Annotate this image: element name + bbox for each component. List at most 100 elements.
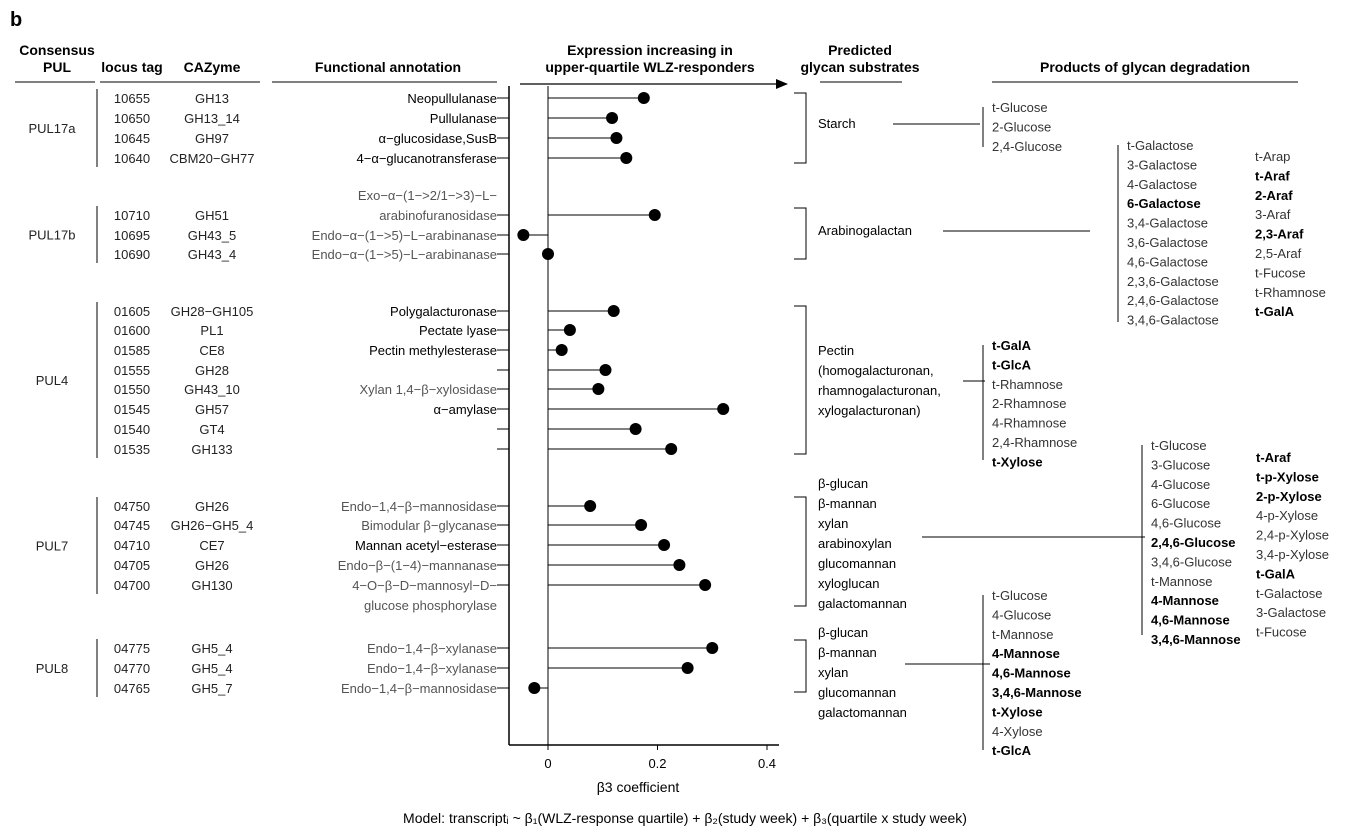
product-item: t-Rhamnose [1255,285,1326,300]
annotation-text: Exo−α−(1−>2/1−>3)−L− [358,188,497,203]
pul-label: PUL8 [36,661,69,676]
lollipop-point [658,539,671,551]
product-item: t-GalA [1256,566,1296,581]
panel-letter: b [10,9,22,31]
cazyme-label: CBM20−GH77 [170,151,255,166]
annotation-text: Pectin methylesterase [369,343,497,358]
cazyme-label: GH43_5 [188,228,236,243]
substrate-label: (homogalacturonan, [818,363,934,378]
annotation-text: Xylan 1,4−β−xylosidase [359,382,497,397]
product-item: 2,3-Araf [1255,227,1304,242]
product-item: 4,6-Glucose [1151,516,1221,531]
substrate-label: xylan [818,516,848,531]
pul-label: PUL7 [36,539,69,554]
cazyme-label: GH28 [195,363,229,378]
product-item: 4,6-Mannose [992,666,1071,681]
product-item: t-GalA [1255,304,1295,319]
product-item: t-Araf [1255,168,1290,183]
lollipop-point [681,662,694,674]
product-item: 3,4,6-Galactose [1127,313,1219,328]
substrate-label: xylogalacturonan) [818,403,921,418]
product-item: 2,4,6-Glucose [1151,535,1236,550]
lollipop-point [563,324,576,336]
product-item: 4-Mannose [992,646,1060,661]
product-item: 2,4,6-Galactose [1127,293,1219,308]
header-expression-2: upper-quartile WLZ-responders [545,59,754,75]
x-axis-label: β3 coefficient [597,779,680,795]
product-item: t-Xylose [992,704,1043,719]
product-item: t-p-Xylose [1256,469,1319,484]
locus-tag: 01535 [114,442,150,457]
product-item: 4-Glucose [992,607,1051,622]
x-tick-label: 0 [544,756,551,771]
cazyme-label: GH130 [191,578,232,593]
lollipop-point [665,443,678,455]
product-item: t-Galactose [1127,138,1193,153]
pul-label: PUL17a [29,121,77,136]
product-item: 3-Araf [1255,207,1291,222]
substrate-label: Arabinogalactan [818,223,912,238]
product-item: t-Rhamnose [992,377,1063,392]
lollipop-point [528,682,541,694]
locus-tag: 10710 [114,208,150,223]
pul-label: PUL17b [29,228,76,243]
cazyme-label: GH97 [195,131,229,146]
locus-tag: 01555 [114,363,150,378]
product-item: 3-Glucose [1151,457,1210,472]
header-products: Products of glycan degradation [1040,59,1250,75]
product-item: 4-Glucose [1151,477,1210,492]
locus-tag: 04710 [114,538,150,553]
cazyme-label: GH26 [195,558,229,573]
annotation-text: arabinofuranosidase [379,208,497,223]
substrate-label: xylan [818,665,848,680]
product-item: 2-Glucose [992,119,1051,134]
annotation-text: Endo−1,4−β−xylanase [367,661,497,676]
product-item: 3,4-p-Xylose [1256,547,1329,562]
locus-tag: 04750 [114,499,150,514]
locus-tag: 10695 [114,228,150,243]
header-annotation: Functional annotation [315,59,461,75]
x-tick-label: 0.4 [758,756,776,771]
product-item: t-Glucose [992,100,1048,115]
product-item: 4-Mannose [1151,593,1219,608]
model-caption: Model: transcriptᵢ ~ β₁(WLZ-response qua… [403,810,967,826]
product-item: 3,6-Galactose [1127,235,1208,250]
annotation-text: Pectate lyase [419,323,497,338]
x-tick-label: 0.2 [648,756,666,771]
lollipop-point [584,500,597,512]
product-item: t-GlcA [992,743,1032,758]
header-pul-2: PUL [43,59,71,75]
locus-tag: 10655 [114,91,150,106]
lollipop-point [542,248,554,260]
locus-tag: 01600 [114,323,150,338]
product-item: 2-p-Xylose [1256,489,1322,504]
locus-tag: 10690 [114,247,150,262]
substrate-bracket [794,305,807,455]
product-item: 4,6-Mannose [1151,613,1230,628]
substrate-label: glucomannan [818,685,896,700]
lollipop-point [629,423,642,435]
annotation-text: Endo−1,4−β−xylanase [367,641,497,656]
substrate-label: β-glucan [818,476,868,491]
cazyme-label: GH5_4 [191,641,232,656]
header-locus: locus tag [101,59,162,75]
cazyme-label: GH5_4 [191,661,232,676]
cazyme-label: GH43_4 [188,247,236,262]
product-item: 3,4,6-Glucose [1151,554,1232,569]
locus-tag: 10650 [114,111,150,126]
annotation-text: Pullulanase [430,111,497,126]
lollipop-point [637,92,650,104]
expression-arrow [520,79,788,89]
annotation-text: Polygalacturonase [390,304,497,319]
product-item: t-Glucose [992,588,1048,603]
product-item: 2,3,6-Galactose [1127,274,1219,289]
product-item: 6-Glucose [1151,496,1210,511]
product-item: 2,4-Rhamnose [992,435,1077,450]
annotation-text: Endo−β−(1−4)−mannanase [338,558,497,573]
lollipop-point [699,579,712,591]
substrate-label: Starch [818,116,856,131]
locus-tag: 10645 [114,131,150,146]
substrate-label: rhamnogalacturonan, [818,383,941,398]
lollipop-point [606,112,619,124]
cazyme-label: GH57 [195,402,229,417]
